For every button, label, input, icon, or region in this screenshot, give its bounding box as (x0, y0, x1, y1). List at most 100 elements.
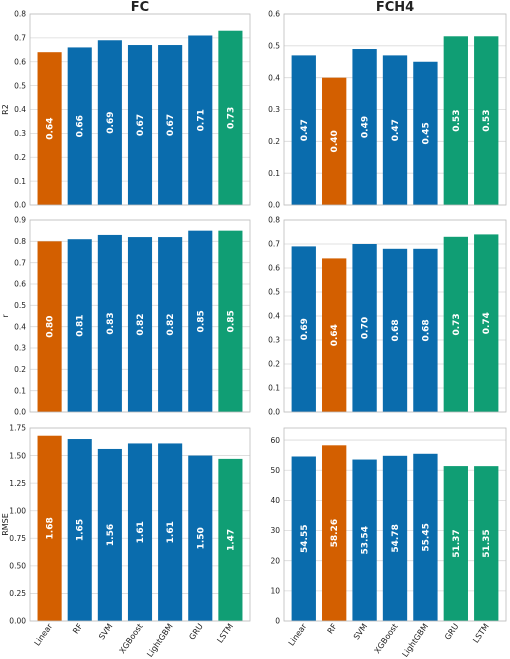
y-tick-label: 0.0 (14, 408, 26, 417)
y-tick-label: 0.50 (9, 562, 26, 571)
y-tick-label: 0.7 (14, 34, 26, 43)
bar-rf (67, 439, 92, 621)
bar-value-label: 0.47 (300, 119, 310, 141)
bar-lstm (218, 458, 243, 621)
y-tick-label: 40 (270, 496, 280, 505)
x-tick-label: GRU (187, 622, 205, 642)
bar-value-label: 1.47 (226, 529, 236, 551)
bar-lstm (218, 30, 243, 206)
bar-value-label: 51.35 (482, 529, 492, 557)
bar-value-label: 0.70 (361, 317, 371, 339)
x-tick-label: Linear (287, 621, 309, 647)
bar-value-label: 0.81 (76, 314, 86, 336)
y-tick-label: 20 (270, 556, 280, 565)
y-tick-label: 1.00 (9, 506, 26, 515)
x-tick-label: GRU (443, 622, 461, 642)
y-axis-label: r (1, 314, 10, 318)
y-tick-label: 0.3 (268, 336, 280, 345)
panel-3: 0.0 0.1 0.2 0.3 0.4 0.5 0.6 0.7 0.8 0.9 r 0.80 0.81 0… (1, 216, 251, 417)
bar-lightgbm (413, 61, 438, 205)
bar-value-label: 0.53 (482, 110, 492, 132)
bar-value-label: 0.67 (136, 114, 146, 136)
y-tick-label: 0.8 (14, 237, 26, 246)
bar-linear (37, 52, 62, 206)
bar-value-label: 1.61 (136, 521, 146, 543)
y-tick-label: 0.2 (14, 153, 26, 162)
y-tick-label: 0.6 (14, 280, 26, 289)
x-tick-label: SVM (97, 622, 114, 642)
y-tick-label: 0.4 (268, 73, 280, 82)
bar-svm (352, 244, 377, 412)
bar-value-label: 1.68 (46, 517, 56, 539)
y-tick-label: 0.7 (14, 258, 26, 267)
bar-value-label: 0.49 (361, 116, 371, 138)
bar-linear (291, 456, 316, 621)
bar-svm (352, 49, 377, 206)
plot-frame (29, 219, 251, 413)
x-tick-label: LightGBM (401, 622, 431, 659)
bar-gru (443, 236, 468, 412)
bar-lightgbm (413, 453, 438, 621)
y-tick-label: 0.1 (268, 384, 280, 393)
bar-linear (37, 435, 62, 621)
x-tick-label: XGBoost (118, 622, 145, 655)
y-tick-label: 0.4 (14, 322, 26, 331)
bar-value-label: 0.69 (106, 112, 116, 134)
bar-value-label: 0.80 (46, 316, 56, 338)
bar-linear (37, 241, 62, 412)
panel-5: 0.00 0.25 0.50 0.75 1.00 1.25 1.50 1.75 RMSE 1.68… (1, 424, 251, 659)
bar-rf (322, 445, 347, 621)
bar-rf (67, 47, 92, 205)
y-tick-label: 0.7 (268, 240, 280, 249)
y-tick-label: 0.3 (268, 105, 280, 114)
y-tick-label: 0.6 (14, 57, 26, 66)
y-axis-label: RMSE (1, 513, 10, 536)
bar-value-label: 53.54 (361, 526, 371, 554)
bar-gru (188, 35, 213, 205)
bar-value-label: 0.85 (196, 310, 206, 332)
y-axis-label: R2 (1, 104, 10, 115)
bar-value-label: 1.61 (166, 521, 176, 543)
y-tick-label: 0.1 (14, 177, 26, 186)
y-tick-label: 0.2 (14, 365, 26, 374)
bar-xgboost (127, 443, 153, 621)
y-tick-label: 0.4 (14, 105, 26, 114)
y-tick-label: 0.00 (9, 617, 26, 626)
y-tick-label: 1.75 (9, 424, 26, 433)
y-tick-label: 0.5 (14, 81, 26, 90)
bar-xgboost (382, 455, 408, 621)
bar-gru (188, 230, 213, 412)
y-tick-label: 0 (275, 617, 280, 626)
bar-lightgbm (158, 443, 183, 621)
bar-value-label: 0.74 (482, 312, 492, 334)
bar-gru (443, 36, 468, 206)
bar-svm (97, 234, 122, 412)
x-tick-label: XGBoost (373, 622, 400, 655)
plot-frame (283, 427, 507, 622)
bar-xgboost (382, 55, 408, 206)
bar-svm (97, 40, 122, 206)
y-tick-label: 0.0 (268, 201, 280, 210)
x-tick-label: LightGBM (145, 622, 175, 659)
y-tick-label: 0.6 (268, 10, 280, 19)
y-tick-label: 0.1 (14, 386, 26, 395)
y-tick-label: 0.0 (268, 408, 280, 417)
bar-value-label: 1.65 (76, 519, 86, 541)
panel-6: 0 10 20 30 40 50 60 54.55 58.26 53.54 54.78 55.45 51… (270, 427, 507, 659)
y-tick-label: 50 (270, 466, 280, 475)
bar-value-label: 0.64 (330, 324, 340, 346)
bar-value-label: 0.73 (452, 313, 462, 335)
y-tick-label: 60 (270, 436, 280, 445)
bar-value-label: 0.83 (106, 312, 116, 334)
bar-linear (291, 246, 316, 412)
bar-xgboost (127, 45, 153, 205)
panel-title: FC (131, 0, 149, 15)
bar-value-label: 1.56 (106, 524, 116, 546)
bar-value-label: 0.47 (391, 119, 401, 141)
bar-value-label: 0.82 (136, 313, 146, 335)
bar-value-label: 0.71 (196, 109, 206, 131)
y-tick-label: 0.25 (9, 589, 26, 598)
bar-value-label: 0.66 (76, 115, 86, 137)
bar-value-label: 0.67 (166, 114, 176, 136)
